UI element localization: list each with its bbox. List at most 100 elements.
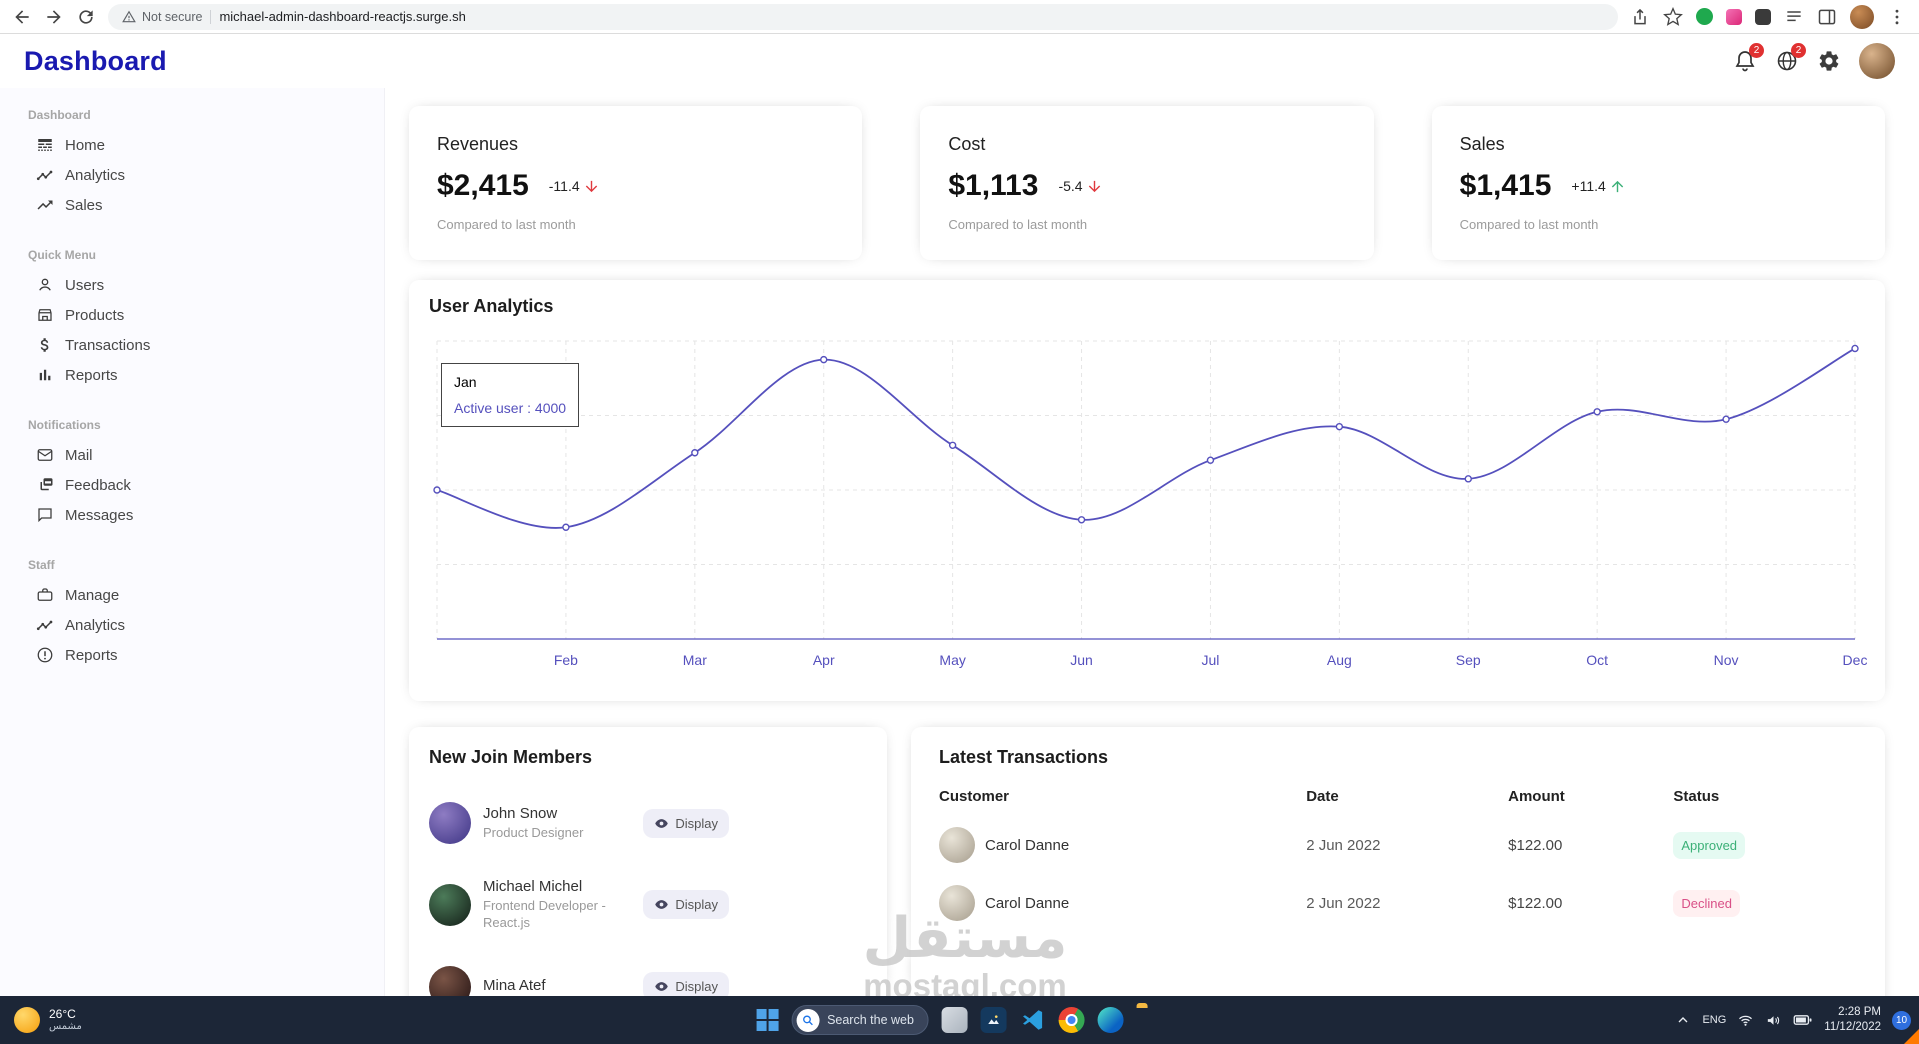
- display-button-label: Display: [675, 815, 718, 831]
- user-analytics-chart-card: User Analytics Jan Active user : 4000 Fe…: [409, 280, 1885, 701]
- volume-icon[interactable]: [1765, 1012, 1782, 1029]
- extension-dark-icon[interactable]: [1755, 8, 1771, 25]
- stat-note: Compared to last month: [437, 217, 576, 232]
- wifi-icon[interactable]: [1737, 1012, 1754, 1029]
- display-button[interactable]: Display: [643, 972, 729, 996]
- browser-profile-avatar[interactable]: [1850, 4, 1874, 29]
- mail-icon: [37, 449, 53, 461]
- task-view-icon[interactable]: [941, 1007, 968, 1033]
- extension-green-icon[interactable]: [1696, 8, 1713, 25]
- transactions-header-row: Customer Date Amount Status: [939, 788, 1857, 805]
- taskbar-search[interactable]: Search the web: [791, 1005, 929, 1035]
- battery-icon[interactable]: [1793, 1012, 1813, 1028]
- chart-tooltip: Jan Active user : 4000: [441, 363, 580, 427]
- sidebar-item-staff-analytics[interactable]: Analytics: [28, 610, 356, 640]
- feed-icon: [40, 478, 53, 491]
- list-item: Michael Michel Frontend Developer - Reac…: [429, 878, 729, 932]
- display-button[interactable]: Display: [643, 890, 729, 920]
- column-header-customer: Customer: [939, 788, 1010, 805]
- divider: [210, 9, 212, 24]
- taskbar-clock[interactable]: 2:28 PM 11/12/2022: [1824, 1005, 1881, 1035]
- customer-name: Carol Danne: [985, 894, 1070, 912]
- sidebar-item-users[interactable]: Users: [28, 270, 356, 300]
- person-icon: [39, 278, 51, 291]
- svg-text:Apr: Apr: [813, 652, 835, 668]
- language-button[interactable]: 2: [1775, 43, 1806, 73]
- reading-list-icon[interactable]: [1784, 7, 1804, 27]
- sidebar-item-label: Transactions: [65, 336, 151, 354]
- reload-icon[interactable]: [76, 7, 96, 27]
- sidebar-item-reports[interactable]: Reports: [28, 360, 356, 390]
- stat-note: Compared to last month: [1459, 217, 1599, 232]
- sidebar-item-label: Manage: [65, 586, 120, 604]
- stat-value: $1,415: [1459, 169, 1552, 202]
- start-button[interactable]: [756, 1009, 779, 1031]
- transaction-date: 2 Jun 2022: [1306, 836, 1381, 854]
- edge-icon[interactable]: [1097, 1007, 1124, 1033]
- user-avatar[interactable]: [1859, 43, 1895, 79]
- transaction-date: 2 Jun 2022: [1306, 894, 1381, 912]
- sidebar-item-staff-reports[interactable]: Reports: [28, 640, 356, 670]
- sidebar-item-feedback[interactable]: Feedback: [28, 470, 356, 500]
- line-chart[interactable]: Jan Active user : 4000 Feb Mar Apr May Jun Ju…: [429, 329, 1867, 685]
- member-avatar: [429, 883, 471, 926]
- extension-pen-icon[interactable]: [1726, 8, 1742, 25]
- security-indicator[interactable]: Not secure: [122, 10, 202, 24]
- chart-title: User Analytics: [429, 296, 554, 316]
- svg-text:Jun: Jun: [1070, 652, 1093, 668]
- browser-toolbar: Not secure michael-admin-dashboard-react…: [0, 0, 1919, 34]
- sidebar-item-manage[interactable]: Manage: [28, 580, 356, 610]
- sidebar-item-label: Reports: [65, 366, 118, 384]
- bookmark-star-icon[interactable]: [1663, 6, 1683, 27]
- notifications-button[interactable]: 2: [1733, 43, 1764, 73]
- transaction-amount: $122.00: [1508, 894, 1563, 912]
- table-row: Carol Danne 2 Jun 2022 $122.00 Approved: [939, 827, 1857, 863]
- sidebar-item-home[interactable]: Home: [28, 130, 356, 160]
- address-bar[interactable]: Not secure michael-admin-dashboard-react…: [108, 3, 1618, 30]
- language-indicator[interactable]: ENG: [1702, 1014, 1727, 1026]
- display-button[interactable]: Display: [643, 808, 729, 838]
- stat-note: Compared to last month: [948, 217, 1088, 232]
- browser-menu-icon[interactable]: [1887, 7, 1907, 27]
- svg-text:Dec: Dec: [1843, 652, 1867, 668]
- member-role: Frontend Developer - React.js: [483, 898, 606, 930]
- stat-value: $1,113: [948, 169, 1039, 202]
- chart-canvas: Feb Mar Apr May Jun Jul Aug Sep Oct Nov Dec: [433, 340, 1867, 668]
- latest-transactions-card: Latest Transactions Customer Date Amount…: [911, 727, 1885, 996]
- sidebar-item-products[interactable]: Products: [28, 300, 356, 330]
- members-title: New Join Members: [429, 747, 593, 767]
- sidebar-item-analytics[interactable]: Analytics: [28, 160, 356, 190]
- share-icon[interactable]: [1630, 7, 1650, 27]
- stat-title: Revenues: [437, 134, 519, 154]
- svg-text:Sep: Sep: [1456, 652, 1481, 668]
- settings-button[interactable]: [1817, 49, 1841, 73]
- chrome-icon[interactable]: [1058, 1007, 1085, 1033]
- table-row: Carol Danne 2 Jun 2022 $122.00 Declined: [939, 885, 1857, 921]
- side-panel-icon[interactable]: [1817, 7, 1837, 27]
- forward-icon[interactable]: [44, 7, 64, 27]
- security-label: Not secure: [142, 9, 203, 24]
- list-item: John Snow Product Designer Display: [429, 802, 729, 844]
- sidebar-item-transactions[interactable]: Transactions: [28, 330, 356, 360]
- storefront-icon: [38, 309, 52, 321]
- main-content: Revenues $2,415 -11.4 Compared to last m…: [385, 88, 1919, 996]
- stat-value: $2,415: [437, 169, 529, 202]
- weather-widget[interactable]: 26°C مشمس: [0, 996, 96, 1044]
- sidebar-item-mail[interactable]: Mail: [28, 440, 356, 470]
- new-members-card: New Join Members John Snow Product Desig…: [409, 727, 887, 996]
- notification-count-badge[interactable]: 10: [1892, 1010, 1911, 1030]
- photos-icon[interactable]: [980, 1007, 1007, 1033]
- column-header-date: Date: [1306, 788, 1339, 805]
- vscode-icon[interactable]: [1020, 1007, 1046, 1033]
- column-header-status: Status: [1673, 788, 1720, 805]
- sidebar-item-label: Analytics: [65, 616, 126, 634]
- app-header: Dashboard 2 2: [0, 34, 1919, 88]
- back-icon[interactable]: [12, 7, 32, 27]
- gear-icon: [1819, 51, 1839, 71]
- tray-expand-icon[interactable]: [1675, 1012, 1691, 1028]
- status-badge: Approved: [1673, 831, 1746, 859]
- svg-text:May: May: [939, 652, 965, 668]
- transaction-amount: $122.00: [1508, 836, 1563, 854]
- sidebar-item-messages[interactable]: Messages: [28, 500, 356, 530]
- sidebar-item-sales[interactable]: Sales: [28, 190, 356, 220]
